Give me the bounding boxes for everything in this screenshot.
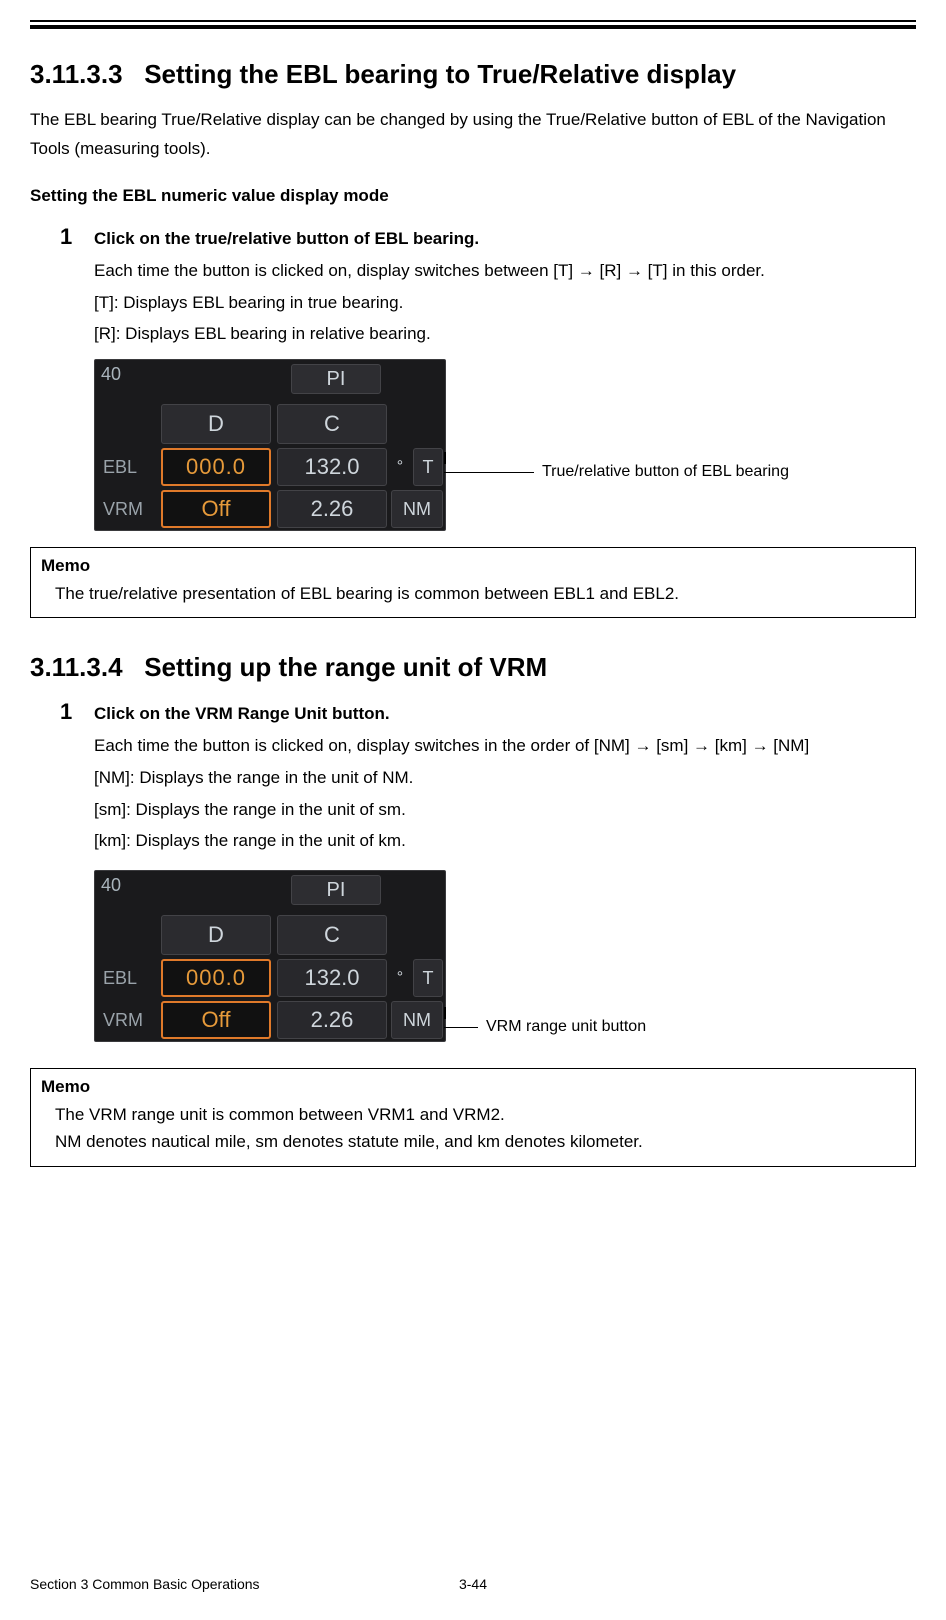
pi-button-b[interactable]: PI [291, 875, 381, 905]
heading-a-num: 3.11.3.3 [30, 59, 123, 89]
callout-a: True/relative button of EBL bearing [542, 463, 789, 481]
vrm2-value[interactable]: 2.26 [277, 490, 387, 528]
step-a-line1: Each time the button is clicked on, disp… [94, 256, 916, 286]
memo-b-line2: NM denotes nautical mile, sm denotes sta… [55, 1128, 905, 1155]
vrm-label: VRM [99, 490, 155, 528]
page-footer: Section 3 Common Basic Operations 3-44 [30, 1576, 916, 1592]
step-b: 1 Click on the VRM Range Unit button. Ea… [60, 699, 916, 1042]
step-a-line2: [T]: Displays EBL bearing in true bearin… [94, 288, 916, 318]
step-b-title: Click on the VRM Range Unit button. [94, 704, 390, 724]
heading-a-title: Setting the EBL bearing to True/Relative… [144, 59, 736, 89]
ebl-label-b: EBL [99, 959, 155, 997]
true-relative-button[interactable]: T [413, 448, 443, 486]
heading-b-num: 3.11.3.4 [30, 652, 123, 682]
vrm1-value-b[interactable]: Off [161, 1001, 271, 1039]
panel-corner-b: 40 [101, 875, 121, 896]
intro-a: The EBL bearing True/Relative display ca… [30, 106, 916, 164]
heading-a: 3.11.3.3 Setting the EBL bearing to True… [30, 59, 916, 90]
vrm2-value-b[interactable]: 2.26 [277, 1001, 387, 1039]
vrm-unit-button[interactable]: NM [391, 1001, 443, 1039]
step-a-num: 1 [60, 224, 78, 250]
degree-symbol-b: ° [391, 959, 409, 997]
pi-button[interactable]: PI [291, 364, 381, 394]
ebl2-value-b[interactable]: 132.0 [277, 959, 387, 997]
panel-corner: 40 [101, 364, 121, 385]
nav-tools-panel-b: 40 PI D C EBL 000.0 132.0 ° T VRM Off 2.… [94, 870, 446, 1042]
step-a-title: Click on the true/relative button of EBL… [94, 229, 479, 249]
memo-b-line1: The VRM range unit is common between VRM… [55, 1101, 905, 1128]
d-button[interactable]: D [161, 404, 271, 444]
step-a: 1 Click on the true/relative button of E… [60, 224, 916, 531]
ebl-label: EBL [99, 448, 155, 486]
step-b-line1: Each time the button is clicked on, disp… [94, 731, 916, 761]
subhead-a: Setting the EBL numeric value display mo… [30, 186, 916, 206]
heading-b: 3.11.3.4 Setting up the range unit of VR… [30, 652, 916, 683]
ebl2-value[interactable]: 132.0 [277, 448, 387, 486]
nav-tools-panel-a: 40 PI D C EBL 000.0 132.0 ° T VRM Off 2.… [94, 359, 446, 531]
memo-a-title: Memo [41, 556, 905, 576]
step-b-line3: [sm]: Displays the range in the unit of … [94, 795, 916, 825]
vrm-unit-button-a[interactable]: NM [391, 490, 443, 528]
footer-page: 3-44 [459, 1576, 487, 1592]
ebl1-value-b[interactable]: 000.0 [161, 959, 271, 997]
callout-b: VRM range unit button [486, 1018, 646, 1036]
memo-b-title: Memo [41, 1077, 905, 1097]
degree-symbol: ° [391, 448, 409, 486]
ebl1-value[interactable]: 000.0 [161, 448, 271, 486]
heading-b-title: Setting up the range unit of VRM [144, 652, 547, 682]
step-b-line4: [km]: Displays the range in the unit of … [94, 826, 916, 856]
true-relative-button-b[interactable]: T [413, 959, 443, 997]
d-button-b[interactable]: D [161, 915, 271, 955]
vrm1-value[interactable]: Off [161, 490, 271, 528]
step-b-line2: [NM]: Displays the range in the unit of … [94, 763, 916, 793]
c-button-b[interactable]: C [277, 915, 387, 955]
memo-b: Memo The VRM range unit is common betwee… [30, 1068, 916, 1166]
memo-a: Memo The true/relative presentation of E… [30, 547, 916, 618]
page-top-rule [30, 20, 916, 29]
memo-a-body: The true/relative presentation of EBL be… [41, 580, 905, 607]
step-a-line3: [R]: Displays EBL bearing in relative be… [94, 319, 916, 349]
vrm-label-b: VRM [99, 1001, 155, 1039]
footer-section: Section 3 Common Basic Operations [30, 1576, 260, 1592]
c-button[interactable]: C [277, 404, 387, 444]
step-b-num: 1 [60, 699, 78, 725]
